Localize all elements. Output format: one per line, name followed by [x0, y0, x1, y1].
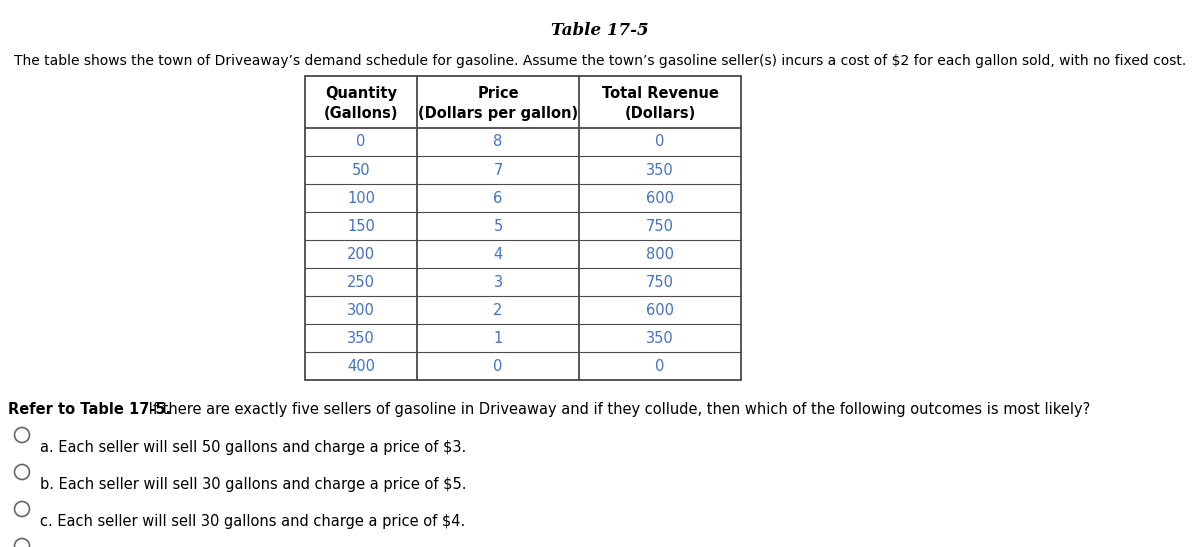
Text: 800: 800 — [646, 247, 674, 261]
Text: 4: 4 — [493, 247, 503, 261]
Text: b. Each seller will sell 30 gallons and charge a price of $5.: b. Each seller will sell 30 gallons and … — [40, 477, 467, 492]
Text: (Dollars per gallon): (Dollars per gallon) — [418, 106, 578, 121]
Text: 200: 200 — [347, 247, 376, 261]
Text: Price: Price — [478, 86, 518, 101]
Text: 7: 7 — [493, 162, 503, 177]
Text: 600: 600 — [646, 302, 674, 317]
Text: 3: 3 — [493, 275, 503, 289]
Text: Quantity: Quantity — [325, 86, 397, 101]
Text: Table 17-5: Table 17-5 — [551, 22, 649, 39]
Text: The table shows the town of Driveaway’s demand schedule for gasoline. Assume the: The table shows the town of Driveaway’s … — [14, 54, 1186, 68]
Text: 300: 300 — [347, 302, 374, 317]
Text: 0: 0 — [655, 358, 665, 374]
Text: (Dollars): (Dollars) — [624, 106, 696, 121]
Text: 8: 8 — [493, 135, 503, 149]
Text: 150: 150 — [347, 218, 374, 234]
Text: a. Each seller will sell 50 gallons and charge a price of $3.: a. Each seller will sell 50 gallons and … — [40, 440, 467, 455]
Text: 6: 6 — [493, 190, 503, 206]
Text: If there are exactly five sellers of gasoline in Driveaway and if they collude, : If there are exactly five sellers of gas… — [144, 402, 1091, 417]
Bar — [305, 76, 742, 380]
Text: 5: 5 — [493, 218, 503, 234]
Text: 350: 350 — [646, 330, 674, 346]
Text: 0: 0 — [493, 358, 503, 374]
Text: 2: 2 — [493, 302, 503, 317]
Text: 750: 750 — [646, 218, 674, 234]
Text: Refer to Table 17-5.: Refer to Table 17-5. — [8, 402, 172, 417]
Text: 400: 400 — [347, 358, 374, 374]
Text: 0: 0 — [356, 135, 366, 149]
Text: (Gallons): (Gallons) — [324, 106, 398, 121]
Text: 0: 0 — [655, 135, 665, 149]
Text: 750: 750 — [646, 275, 674, 289]
Text: 600: 600 — [646, 190, 674, 206]
Text: Total Revenue: Total Revenue — [601, 86, 719, 101]
Text: c. Each seller will sell 30 gallons and charge a price of $4.: c. Each seller will sell 30 gallons and … — [40, 514, 466, 529]
Text: 350: 350 — [646, 162, 674, 177]
Text: 250: 250 — [347, 275, 374, 289]
Text: 350: 350 — [347, 330, 374, 346]
Text: 50: 50 — [352, 162, 371, 177]
Text: 100: 100 — [347, 190, 374, 206]
Text: 1: 1 — [493, 330, 503, 346]
